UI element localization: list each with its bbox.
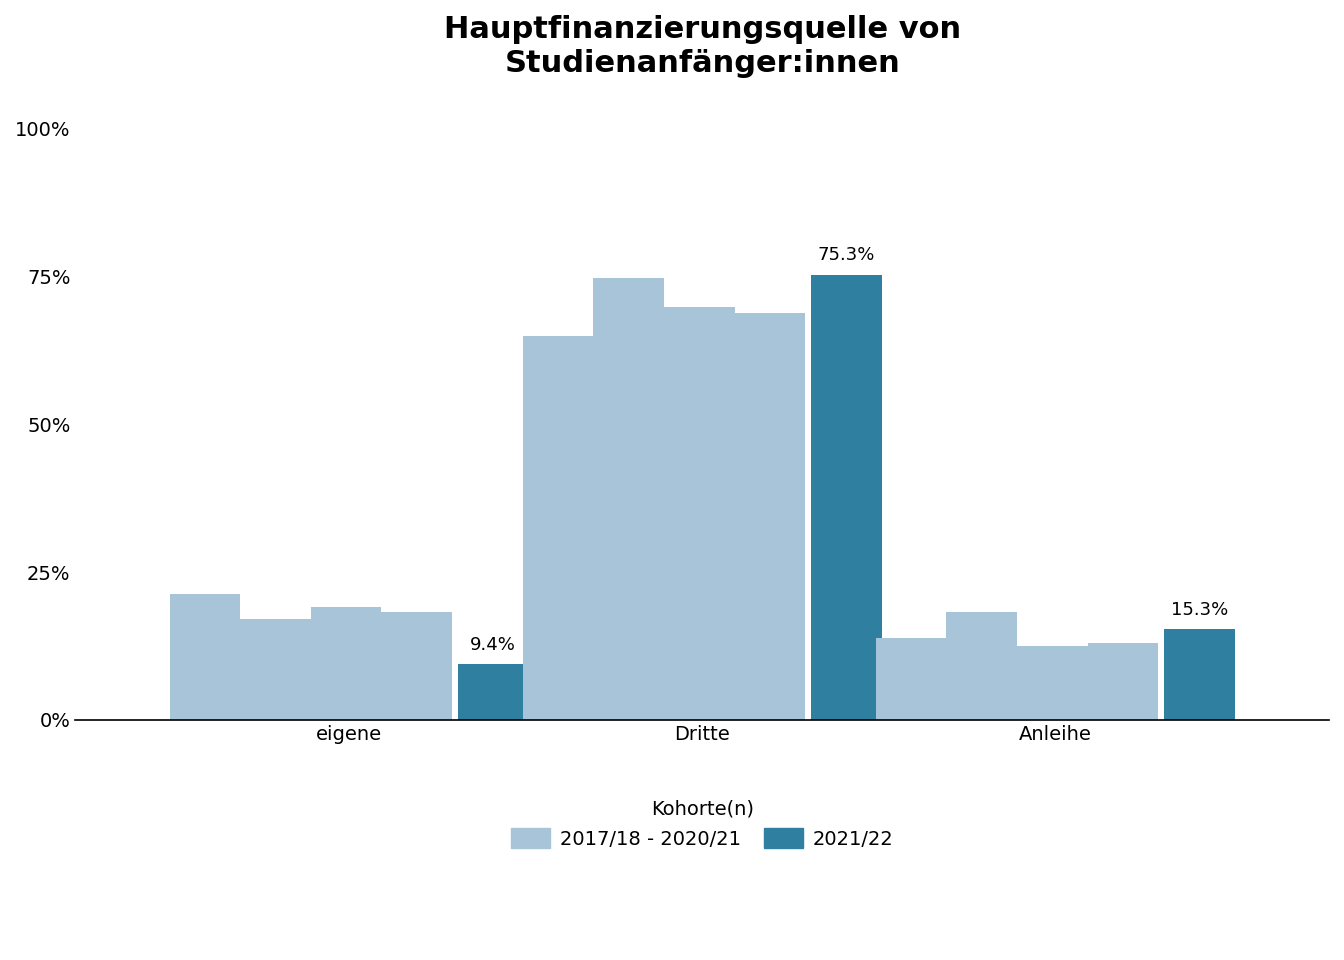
- Bar: [593, 277, 664, 720]
- Text: 15.3%: 15.3%: [1171, 601, 1228, 618]
- Bar: [169, 594, 241, 720]
- Bar: [1164, 630, 1235, 720]
- Legend: 2017/18 - 2020/21, 2021/22: 2017/18 - 2020/21, 2021/22: [503, 791, 900, 856]
- Text: 9.4%: 9.4%: [470, 636, 516, 654]
- Bar: [1017, 646, 1087, 720]
- Bar: [735, 313, 805, 720]
- Bar: [523, 336, 593, 720]
- Bar: [458, 664, 528, 720]
- Bar: [876, 638, 946, 720]
- Bar: [310, 608, 382, 720]
- Bar: [946, 612, 1017, 720]
- Bar: [382, 612, 452, 720]
- Bar: [810, 275, 882, 720]
- Text: 75.3%: 75.3%: [817, 246, 875, 264]
- Bar: [241, 619, 310, 720]
- Title: Hauptfinanzierungsquelle von
Studienanfänger:innen: Hauptfinanzierungsquelle von Studienanfä…: [444, 15, 961, 78]
- Bar: [664, 307, 735, 720]
- Bar: [1087, 643, 1159, 720]
